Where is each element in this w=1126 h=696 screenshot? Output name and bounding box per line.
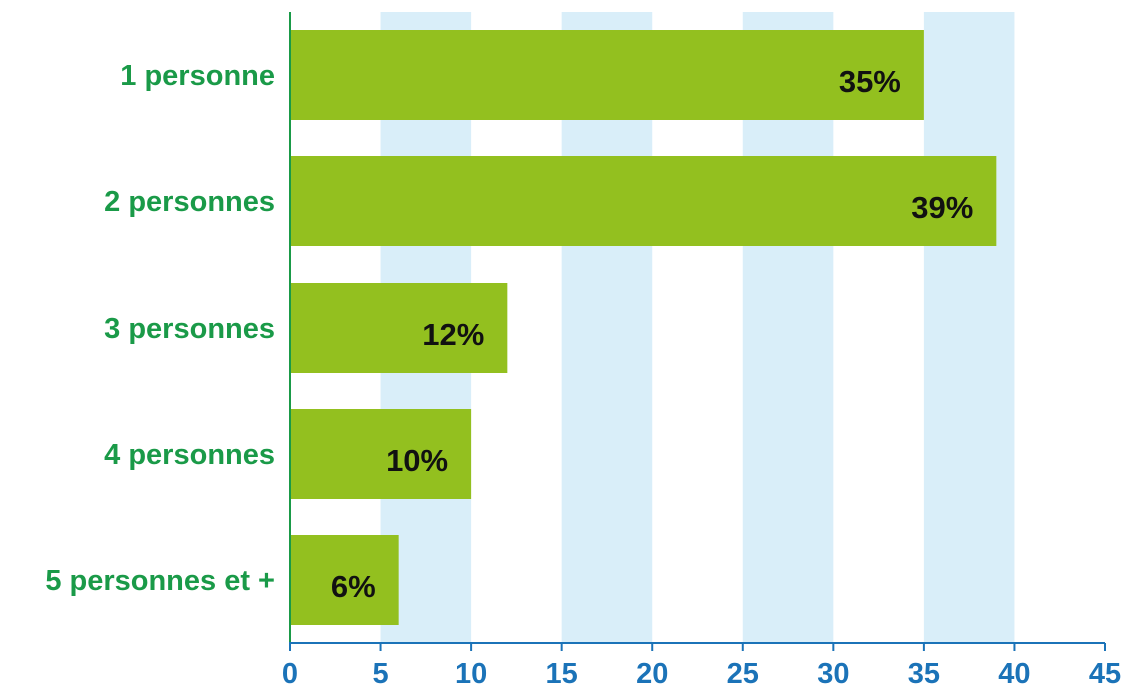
x-tick-label: 5 xyxy=(372,658,388,690)
value-label: 12% xyxy=(422,317,484,352)
x-tick-label: 0 xyxy=(282,658,298,690)
value-label: 35% xyxy=(839,64,901,99)
category-label: 4 personnes xyxy=(104,439,275,471)
bar xyxy=(290,409,472,499)
category-label: 3 personnes xyxy=(104,313,275,345)
bar xyxy=(290,535,399,625)
x-tick-label: 20 xyxy=(636,658,668,690)
x-tick-label: 35 xyxy=(908,658,940,690)
category-label: 1 personne xyxy=(120,60,275,92)
x-tick-label: 15 xyxy=(546,658,578,690)
axes xyxy=(289,12,1106,651)
grid-band xyxy=(923,12,1015,643)
x-tick-label: 10 xyxy=(455,658,487,690)
bar xyxy=(290,30,924,120)
value-label: 39% xyxy=(911,190,973,225)
value-label: 10% xyxy=(386,443,448,478)
value-labels: 35% 39% 12% 10% 6% xyxy=(331,64,973,604)
category-label: 5 personnes et + xyxy=(45,565,275,597)
bar xyxy=(290,283,508,373)
bar xyxy=(290,156,997,246)
value-label: 6% xyxy=(331,569,376,604)
x-tick-label: 25 xyxy=(727,658,759,690)
bars xyxy=(290,30,997,625)
x-tick-label: 30 xyxy=(817,658,849,690)
x-tick-label: 40 xyxy=(998,658,1030,690)
x-tick-labels: 0 5 10 15 20 25 30 35 40 45 xyxy=(282,658,1121,690)
x-tick-label: 45 xyxy=(1089,658,1121,690)
category-labels: 1 personne 2 personnes 3 personnes 4 person… xyxy=(45,60,275,597)
category-label: 2 personnes xyxy=(104,186,275,218)
